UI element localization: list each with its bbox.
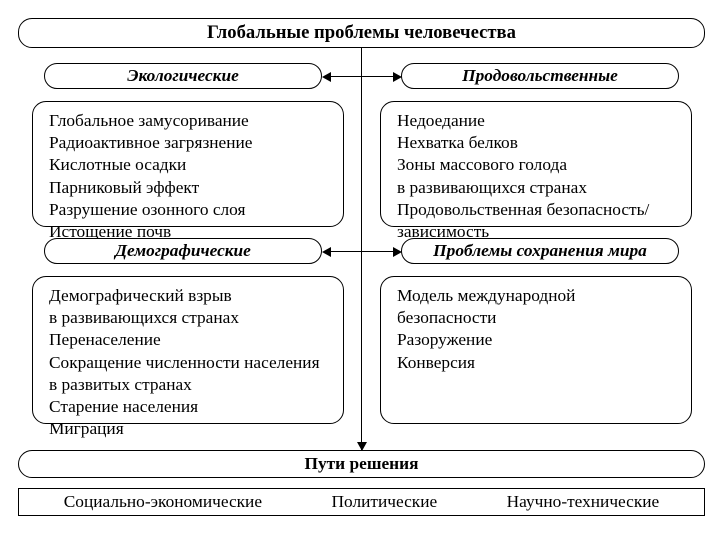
solutions-row: Социально-экономические Политические Нау… (18, 488, 705, 516)
list-item: в развивающихся странах (397, 177, 649, 199)
list-item: Радиоактивное загрязнение (49, 132, 253, 154)
solution-item: Социально-экономические (64, 492, 262, 512)
list-item: Модель международной (397, 285, 575, 307)
diagram-root: Глобальные проблемы человечества Экологи… (18, 18, 705, 523)
category-label: Продовольственные (462, 66, 618, 86)
list-item: Парниковый эффект (49, 177, 253, 199)
category-label: Демографические (115, 241, 251, 261)
detail-box-food: НедоеданиеНехватка белковЗоны массового … (380, 101, 692, 227)
solutions-title-box: Пути решения (18, 450, 705, 478)
list-item: Разрушение озонного слоя (49, 199, 253, 221)
title-box: Глобальные проблемы человечества (18, 18, 705, 48)
detail-box-peace: Модель международнойбезопасностиРазоруже… (380, 276, 692, 424)
detail-box-demo: Демографический взрывв развивающихся стр… (32, 276, 344, 424)
list-item: Старение населения (49, 396, 320, 418)
detail-list: Модель международнойбезопасностиРазоруже… (397, 285, 575, 374)
detail-list: Демографический взрывв развивающихся стр… (49, 285, 320, 440)
arrow-left-icon (322, 247, 331, 257)
category-label: Проблемы сохранения мира (433, 241, 647, 261)
detail-list: НедоеданиеНехватка белковЗоны массового … (397, 110, 649, 243)
detail-box-eco: Глобальное замусориваниеРадиоактивное за… (32, 101, 344, 227)
category-header-eco: Экологические (44, 63, 322, 89)
category-label: Экологические (127, 66, 239, 86)
bi-arrow-line-1 (329, 76, 395, 77)
list-item: Разоружение (397, 329, 575, 351)
solution-item: Научно-технические (507, 492, 660, 512)
category-header-peace: Проблемы сохранения мира (401, 238, 679, 264)
list-item: Глобальное замусоривание (49, 110, 253, 132)
category-header-food: Продовольственные (401, 63, 679, 89)
solution-item: Политические (332, 492, 438, 512)
list-item: Недоедание (397, 110, 649, 132)
arrow-left-icon (322, 72, 331, 82)
solutions-title: Пути решения (305, 454, 419, 474)
list-item: Нехватка белков (397, 132, 649, 154)
list-item: Продовольственная безопасность/ (397, 199, 649, 221)
list-item: Зоны массового голода (397, 154, 649, 176)
list-item: безопасности (397, 307, 575, 329)
list-item: Сокращение численности населения (49, 352, 320, 374)
list-item: в развивающихся странах (49, 307, 320, 329)
category-header-demo: Демографические (44, 238, 322, 264)
list-item: Кислотные осадки (49, 154, 253, 176)
list-item: Перенаселение (49, 329, 320, 351)
list-item: Миграция (49, 418, 320, 440)
list-item: в развитых странах (49, 374, 320, 396)
list-item: Конверсия (397, 352, 575, 374)
title-text: Глобальные проблемы человечества (207, 22, 516, 44)
list-item: Демографический взрыв (49, 285, 320, 307)
detail-list: Глобальное замусориваниеРадиоактивное за… (49, 110, 253, 243)
bi-arrow-line-2 (329, 251, 395, 252)
vertical-spine (361, 48, 362, 450)
